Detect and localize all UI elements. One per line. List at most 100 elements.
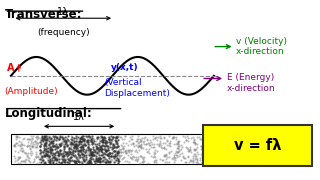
Point: [63, 160, 68, 163]
Point: [82, 142, 87, 145]
Point: [118, 150, 123, 153]
Point: [95, 137, 100, 140]
Point: [175, 141, 180, 144]
Point: [75, 149, 80, 152]
Text: (frequency): (frequency): [37, 28, 90, 37]
Point: [80, 155, 85, 158]
Point: [164, 139, 169, 142]
Point: [112, 150, 117, 152]
Point: [95, 151, 100, 154]
Point: [61, 160, 66, 163]
Point: [114, 148, 119, 151]
Point: [45, 154, 51, 157]
Point: [48, 149, 53, 152]
Point: [24, 145, 29, 148]
Point: [193, 148, 198, 151]
Point: [113, 137, 118, 140]
Point: [167, 161, 172, 163]
Point: [174, 149, 179, 152]
Point: [102, 155, 107, 158]
Point: [134, 159, 139, 162]
Point: [70, 149, 75, 152]
Point: [22, 136, 27, 139]
Point: [47, 146, 52, 148]
Point: [107, 155, 112, 158]
Point: [46, 153, 51, 156]
Point: [118, 143, 123, 146]
Point: [51, 140, 56, 142]
Point: [47, 136, 52, 139]
Point: [75, 142, 80, 145]
Point: [12, 156, 17, 159]
Point: [153, 148, 158, 151]
Point: [89, 143, 94, 146]
Point: [89, 140, 94, 143]
Point: [71, 145, 76, 148]
Point: [56, 152, 61, 154]
Point: [43, 153, 48, 156]
Point: [67, 152, 72, 155]
Point: [205, 154, 211, 157]
Point: [211, 160, 216, 163]
Point: [126, 151, 131, 154]
Point: [192, 141, 197, 144]
Point: [68, 134, 73, 137]
Point: [63, 135, 68, 138]
Point: [81, 155, 86, 158]
Point: [129, 138, 134, 141]
Point: [137, 161, 142, 164]
Point: [18, 144, 23, 147]
Point: [43, 150, 48, 153]
Point: [89, 138, 94, 141]
Point: [73, 148, 78, 151]
Point: [174, 138, 179, 141]
Point: [100, 137, 106, 140]
Point: [40, 137, 45, 140]
Point: [94, 157, 99, 160]
Point: [52, 155, 57, 158]
Point: [12, 143, 18, 145]
Point: [78, 148, 83, 151]
Point: [27, 145, 32, 148]
Point: [210, 158, 215, 161]
Point: [30, 145, 36, 148]
Point: [73, 144, 78, 147]
Point: [99, 148, 104, 151]
Point: [37, 158, 42, 161]
Point: [109, 141, 114, 144]
Point: [109, 135, 114, 138]
Point: [144, 150, 149, 153]
Point: [198, 148, 203, 150]
Point: [48, 143, 53, 146]
Point: [89, 154, 94, 157]
Point: [84, 143, 89, 146]
Point: [61, 147, 66, 149]
Point: [188, 158, 193, 161]
Point: [31, 134, 36, 137]
Point: [186, 148, 191, 151]
Point: [77, 143, 82, 146]
Point: [107, 151, 112, 154]
Point: [114, 142, 119, 145]
Point: [134, 140, 139, 143]
Point: [91, 138, 96, 141]
Point: [204, 144, 209, 147]
Point: [167, 151, 172, 154]
Point: [82, 140, 87, 143]
Point: [196, 153, 201, 156]
Point: [173, 154, 178, 156]
Point: [110, 152, 115, 155]
Point: [193, 147, 198, 150]
Point: [85, 139, 90, 141]
Point: [76, 152, 81, 155]
Point: [74, 145, 79, 147]
Point: [58, 152, 63, 155]
Point: [113, 161, 118, 164]
Point: [34, 138, 39, 141]
Point: [138, 143, 143, 145]
Point: [21, 144, 27, 147]
Point: [104, 144, 109, 147]
Point: [79, 161, 84, 164]
Point: [133, 149, 138, 152]
Point: [58, 143, 63, 146]
